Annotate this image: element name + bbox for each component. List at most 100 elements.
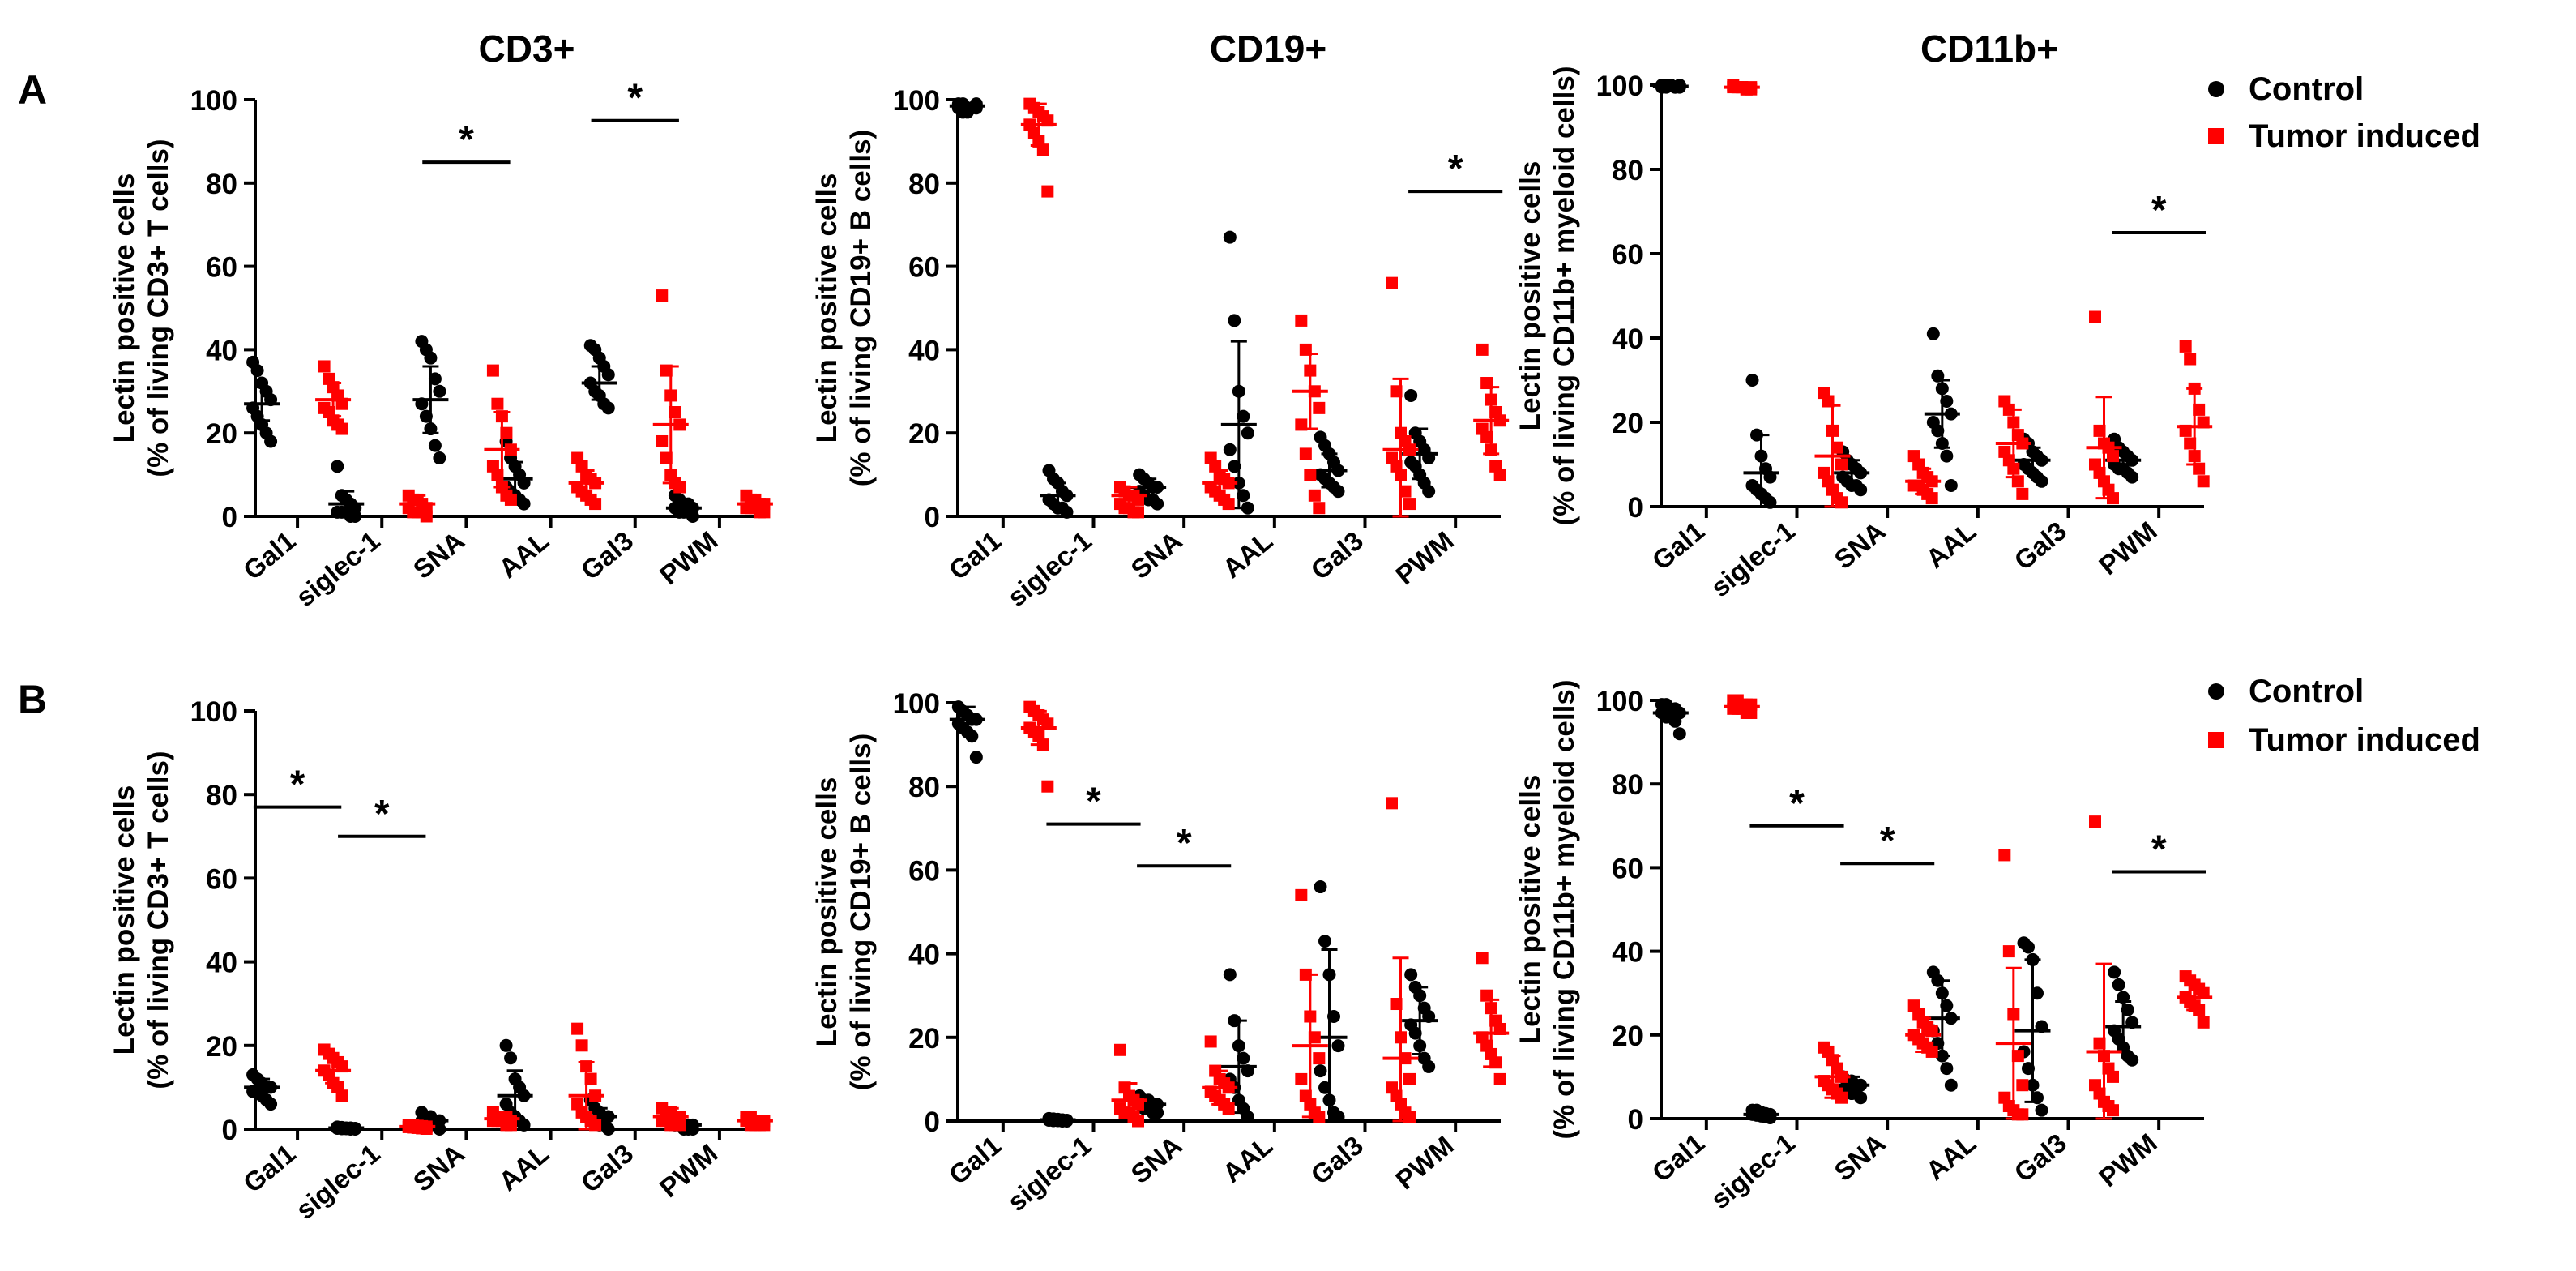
control-point [250,364,264,378]
y-tick-label: 100 [190,85,237,117]
significance-asterisk: * [459,118,474,161]
y-tick-label: 0 [222,502,237,533]
tumor-point [2107,1104,2119,1117]
y-tick-label: 100 [1596,71,1643,102]
tumor-point [1304,469,1317,481]
y-tick-label: 0 [1628,1104,1643,1136]
y-axis-title-line-2: (% of living CD3+ T cells) [143,751,174,1089]
control-point [433,451,446,465]
tumor-point [1313,502,1326,515]
tumor-point [660,451,673,464]
legend-control-label: Control [2249,674,2364,709]
tumor-point [1476,343,1489,356]
tumor-point [504,493,517,506]
tumor-point [1295,1072,1308,1085]
legend-row-b: Control Tumor induced [2208,674,2480,758]
y-axis-title-line-1: Lectin positive cells [1514,775,1546,1045]
tumor-point [1308,489,1321,502]
tumor-point [1476,952,1489,965]
significance-asterisk: * [1448,148,1463,190]
tumor-point [491,397,504,410]
y-tick-label: 100 [190,696,237,728]
tumor-point [2193,403,2206,416]
tumor-point [1403,1072,1416,1085]
tumor-point [1390,385,1403,398]
tumor-point [1835,458,1848,471]
y-tick-label: 0 [222,1115,237,1146]
tumor-point [1041,780,1054,793]
tumor-point [1399,485,1412,498]
control-point [1672,727,1686,741]
tumor-point [1386,276,1398,289]
control-point [264,1098,278,1111]
tumor-point [1390,998,1403,1011]
control-point [2035,1103,2048,1117]
tumor-point [2089,310,2101,323]
tumor-point [2093,1037,2106,1050]
y-axis-title-line-2: (% of living CD11b+ myeloid cells) [1549,66,1580,526]
significance-asterisk: * [1177,822,1192,865]
tumor-point [2016,1079,2029,1092]
y-tick-label: 20 [908,418,940,450]
tumor-point [318,360,331,373]
control-point [1944,1078,1958,1092]
y-tick-label: 80 [908,772,940,803]
control-point [504,1051,518,1065]
y-tick-label: 60 [908,855,940,887]
control-point [264,434,278,448]
tumor-point [1831,441,1843,454]
y-tick-label: 0 [925,1106,940,1138]
tumor-point [486,364,499,377]
significance-asterisk: * [2151,828,2167,871]
tumor-point [1132,506,1144,519]
tumor-point [1114,1043,1126,1056]
control-point [428,439,442,452]
y-tick-label: 80 [908,169,940,200]
y-tick-label: 100 [893,85,940,117]
y-tick-label: 60 [206,252,237,284]
y-tick-label: 40 [206,335,237,366]
tumor-point [1313,401,1326,414]
y-tick-label: 60 [1612,853,1643,884]
control-point [2125,470,2139,484]
tumor-point [2093,424,2106,437]
y-tick-label: 80 [1612,769,1643,801]
tumor-point [669,406,681,418]
control-point [1241,426,1254,440]
tumor-point [2107,450,2119,463]
y-tick-label: 60 [206,863,237,895]
y-tick-label: 0 [1628,492,1643,524]
tumor-point [2089,815,2101,828]
control-point [1926,327,1940,340]
control-point [1223,230,1237,244]
y-axis-title-line-1: Lectin positive cells [811,173,843,443]
significance-asterisk: * [1086,781,1101,824]
control-point [1422,1059,1436,1073]
y-tick-label: 60 [1612,239,1643,271]
control-point [2108,965,2121,979]
control-point [1241,501,1254,515]
column-title-cd3: CD3+ [479,28,575,70]
tumor-point [491,469,504,481]
tumor-point [2107,492,2119,505]
y-axis-title-line-2: (% of living CD11b+ myeloid cells) [1549,680,1580,1140]
tumor-point [2016,487,2029,500]
tumor-point [1998,849,2011,862]
control-point [424,351,438,365]
legend-control-label: Control [2249,71,2364,107]
tumor-point [673,1119,686,1132]
control-point [1223,443,1237,456]
tumor-point [1295,314,1308,327]
legend-tumor-marker [2208,128,2224,144]
tumor-point [1295,888,1308,901]
legend-tumor-marker [2208,732,2224,748]
y-tick-label: 0 [925,502,940,533]
control-point [601,368,615,382]
control-point [1314,1064,1327,1078]
significance-asterisk: * [1789,782,1805,825]
y-tick-label: 100 [893,688,940,720]
y-axis-title-line-2: (% of living CD19+ B cells) [845,734,877,1091]
panel-label-a: A [18,67,47,113]
